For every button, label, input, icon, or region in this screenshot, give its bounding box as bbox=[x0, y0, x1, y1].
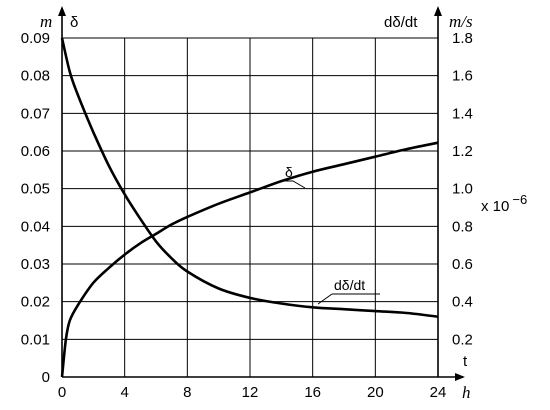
axis-labels: m δ dδ/dt m/s t h x 10 −6 bbox=[40, 12, 527, 402]
right-axis-unit: m/s bbox=[449, 12, 473, 31]
x-tick-label: 24 bbox=[430, 384, 447, 401]
left-y-tick-label: 0.09 bbox=[21, 30, 50, 47]
x-tick-label: 16 bbox=[304, 384, 321, 401]
x-tick-label: 8 bbox=[183, 384, 191, 401]
right-y-tick-label: 1.4 bbox=[452, 105, 473, 122]
multiplier-exponent: −6 bbox=[512, 192, 527, 207]
right-y-tick-label: 0.4 bbox=[452, 294, 473, 311]
left-y-tick-label: 0.02 bbox=[21, 294, 50, 311]
right-y-tick-label: 0.2 bbox=[452, 331, 473, 348]
left-y-tick-label: 0.07 bbox=[21, 105, 50, 122]
right-axis-label: dδ/dt bbox=[384, 14, 418, 31]
ddelta-dt-curve bbox=[60, 37, 439, 318]
x-axis-label: t bbox=[463, 353, 468, 370]
multiplier-base: x 10 bbox=[481, 198, 509, 215]
left-y-tick-label: 0.01 bbox=[21, 331, 50, 348]
left-y-tick-label: 0.03 bbox=[21, 256, 50, 273]
right-y-tick-label: 1.2 bbox=[452, 143, 473, 160]
curve-labels: δ dδ/dt bbox=[283, 164, 380, 305]
left-axis-label: δ bbox=[70, 14, 78, 31]
grid bbox=[62, 37, 439, 377]
left-y-tick-label: 0.04 bbox=[21, 218, 50, 235]
x-tick-label: 0 bbox=[58, 384, 66, 401]
delta-leader bbox=[283, 180, 306, 189]
right-y-tick-label: 0.8 bbox=[452, 218, 473, 235]
left-y-tick-label: 0 bbox=[42, 369, 50, 386]
tick-labels: 0 4 8 12 16 20 24 0 0.01 0.02 0.03 0.04 0.05 0.06 0.07… bbox=[21, 30, 473, 401]
x-axis-unit: h bbox=[462, 383, 471, 402]
left-y-tick-label: 0.06 bbox=[21, 143, 50, 160]
series bbox=[60, 37, 439, 378]
right-y-tick-label: 1.0 bbox=[452, 181, 473, 198]
ddelta-curve-label: dδ/dt bbox=[334, 277, 365, 293]
right-y-tick-label: 1.8 bbox=[452, 30, 473, 47]
ddelta-leader bbox=[317, 293, 380, 305]
delta-curve-label: δ bbox=[285, 164, 293, 180]
x-tick-label: 12 bbox=[242, 384, 259, 401]
left-y-tick-label: 0.05 bbox=[21, 181, 50, 198]
left-y-tick-label: 0.08 bbox=[21, 68, 50, 85]
left-axis-unit: m bbox=[40, 12, 52, 31]
x-tick-label: 4 bbox=[120, 384, 128, 401]
right-y-tick-label: 1.6 bbox=[452, 68, 473, 85]
right-y-tick-label: 0.6 bbox=[452, 256, 473, 273]
x-tick-label: 20 bbox=[367, 384, 384, 401]
right-axis-multiplier: x 10 −6 bbox=[481, 192, 527, 215]
delta-curve bbox=[60, 141, 439, 378]
